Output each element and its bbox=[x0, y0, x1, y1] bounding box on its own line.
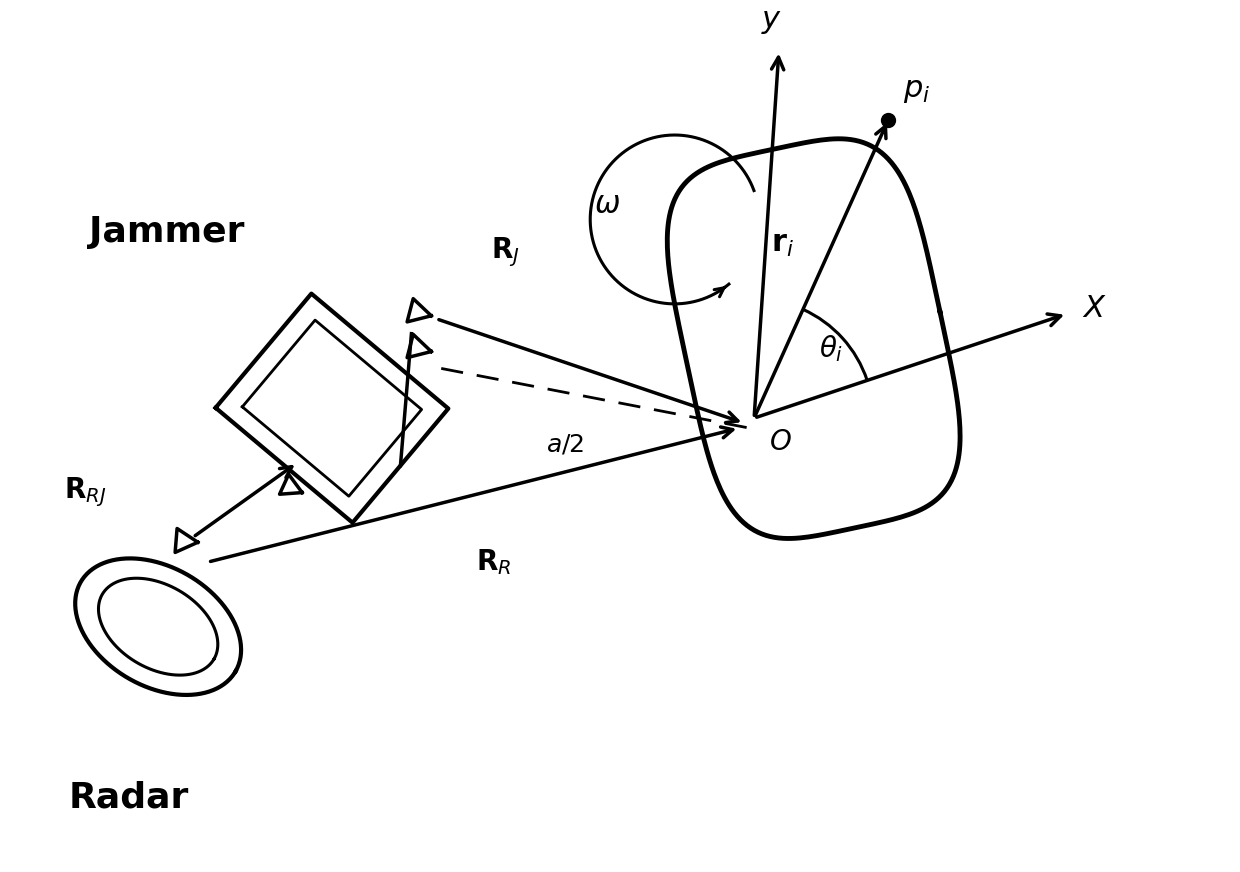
Text: $\omega$: $\omega$ bbox=[594, 190, 620, 219]
Text: Radar: Radar bbox=[68, 780, 190, 814]
Text: $\mathbf{R}_J$: $\mathbf{R}_J$ bbox=[491, 235, 520, 269]
Text: $O$: $O$ bbox=[769, 428, 791, 456]
Text: Jammer: Jammer bbox=[88, 215, 244, 249]
Text: $X$: $X$ bbox=[1081, 295, 1106, 324]
Text: $\theta_i$: $\theta_i$ bbox=[818, 333, 843, 364]
Text: $a/2$: $a/2$ bbox=[546, 433, 584, 457]
Text: $\mathbf{R}_{RJ}$: $\mathbf{R}_{RJ}$ bbox=[63, 476, 107, 509]
Text: $y$: $y$ bbox=[761, 7, 782, 36]
Text: $\mathbf{R}_R$: $\mathbf{R}_R$ bbox=[476, 548, 511, 577]
Text: $p_i$: $p_i$ bbox=[903, 76, 930, 106]
Text: $\mathbf{r}_i$: $\mathbf{r}_i$ bbox=[770, 230, 794, 259]
